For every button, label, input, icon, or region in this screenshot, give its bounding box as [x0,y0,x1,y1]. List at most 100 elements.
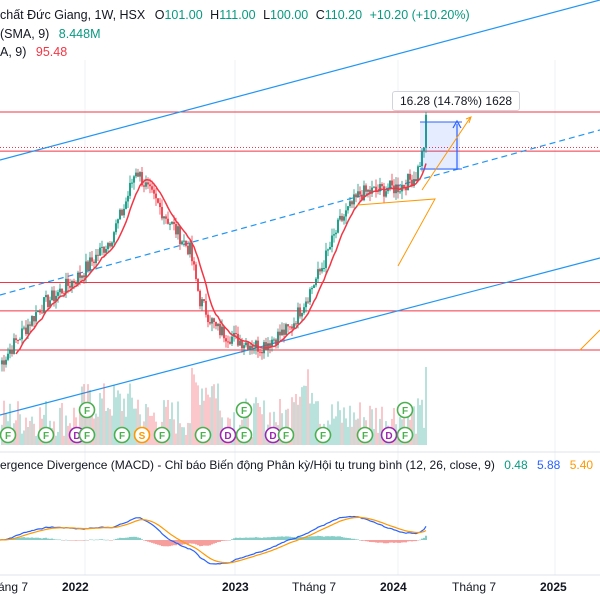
macd-histogram-bar [37,537,39,540]
symbol-name: chất Đức Giang, 1W, HSX [0,8,146,22]
macd-histogram-bar [271,536,273,540]
candle-body [269,343,271,347]
volume-bar [235,433,237,445]
candle-body [337,219,339,233]
x-axis-label: áng 7 [0,580,29,594]
volume-bar [9,403,11,445]
candle-body [189,242,191,255]
volume-bar [137,399,139,445]
macd-histogram-bar [33,537,35,540]
macd-histogram-bar [361,540,363,541]
candle-body [413,179,415,187]
candle-body [329,247,331,250]
candle-body [363,185,365,201]
macd-histogram-bar [107,539,109,541]
macd-histogram-bar [129,536,131,540]
candle-body [169,223,171,225]
volume-bar [149,415,151,445]
volume-bar [423,427,425,445]
volume-bar [131,397,133,445]
macd-histogram-bar [61,539,63,541]
volume-bar [375,407,377,445]
candle-body [349,201,351,207]
volume-legend[interactable]: (SMA, 9) 8.448M [0,27,101,41]
macd-histogram-bar [123,537,125,540]
candle-body [37,310,39,313]
candle-body [341,215,343,221]
macd-histogram-bar [319,536,321,540]
macd-histogram-bar [149,540,151,543]
volume-bar [181,427,183,445]
candle-body [117,219,119,224]
candle-body [133,176,135,183]
macd-histogram-bar [391,540,393,543]
macd-histogram-bar [225,540,227,541]
macd-histogram-bar [177,540,179,545]
macd-histogram-bar [221,540,223,541]
candle-body [301,312,303,317]
volume-bar [195,382,197,445]
symbol-header: chất Đức Giang, 1W, HSX O101.00 H111.00 … [0,8,470,22]
volume-bar [379,418,381,445]
volume-bar [349,405,351,445]
macd-histogram-bar [15,537,17,540]
event-flag [235,426,253,444]
candle-body [151,186,153,190]
macd-histogram-bar [325,536,327,540]
volume-bar [113,385,115,445]
volume-bar [179,423,181,445]
macd-histogram-bar [145,540,147,541]
candle-body [135,172,137,177]
volume-bar [39,407,41,445]
macd-signal-value: 5.40 [569,458,594,472]
volume-bar [65,415,67,445]
macd-histogram-bar [163,540,165,547]
macd-title: ergence Divergence (MACD) - Chỉ báo Biến… [0,458,495,472]
event-flag [396,401,414,419]
open-value: 101.00 [164,8,203,22]
macd-histogram-bar [409,540,411,542]
volume-bar [207,394,209,445]
candle-body [65,278,67,294]
volume-bar [295,393,297,445]
candle-body [315,278,317,286]
volume-bar [425,367,427,445]
macd-histogram-bar [197,540,199,546]
candle-body [407,173,409,191]
candle-body [87,261,89,271]
ma-legend[interactable]: A, 9) 95.48 [0,45,67,59]
measure-arrowhead [452,119,462,129]
channel-lower-line [0,257,600,416]
macd-histogram-bar [373,540,375,543]
x-axis-label: 2023 [222,580,249,594]
candle-body [317,269,319,279]
macd-histogram-bar [397,540,399,543]
volume-bar [303,385,305,445]
macd-legend[interactable]: ergence Divergence (MACD) - Chỉ báo Biến… [0,458,593,472]
event-flag-label: D [385,431,392,442]
event-flag [153,426,171,444]
event-flag-label: F [241,406,247,417]
candle-body [373,186,375,188]
candle-body [291,326,293,329]
volume-bar [135,408,137,445]
candle-body [183,240,185,242]
macd-histogram-bar [165,540,167,547]
candle-body [141,172,143,186]
volume-bar [103,383,105,445]
candle-body [273,339,275,341]
macd-histogram-bar [399,540,401,543]
candle-body [125,201,127,209]
volume-bar [25,417,27,445]
volume-bar [61,402,63,445]
volume-bar [417,398,419,445]
volume-bar [101,398,103,445]
candle-body [83,275,85,278]
volume-bar [299,396,301,445]
candle-body [289,326,291,328]
candle-body [245,342,247,346]
event-flag-label: D [269,431,276,442]
candle-body [163,216,165,219]
volume-bar [393,408,395,445]
